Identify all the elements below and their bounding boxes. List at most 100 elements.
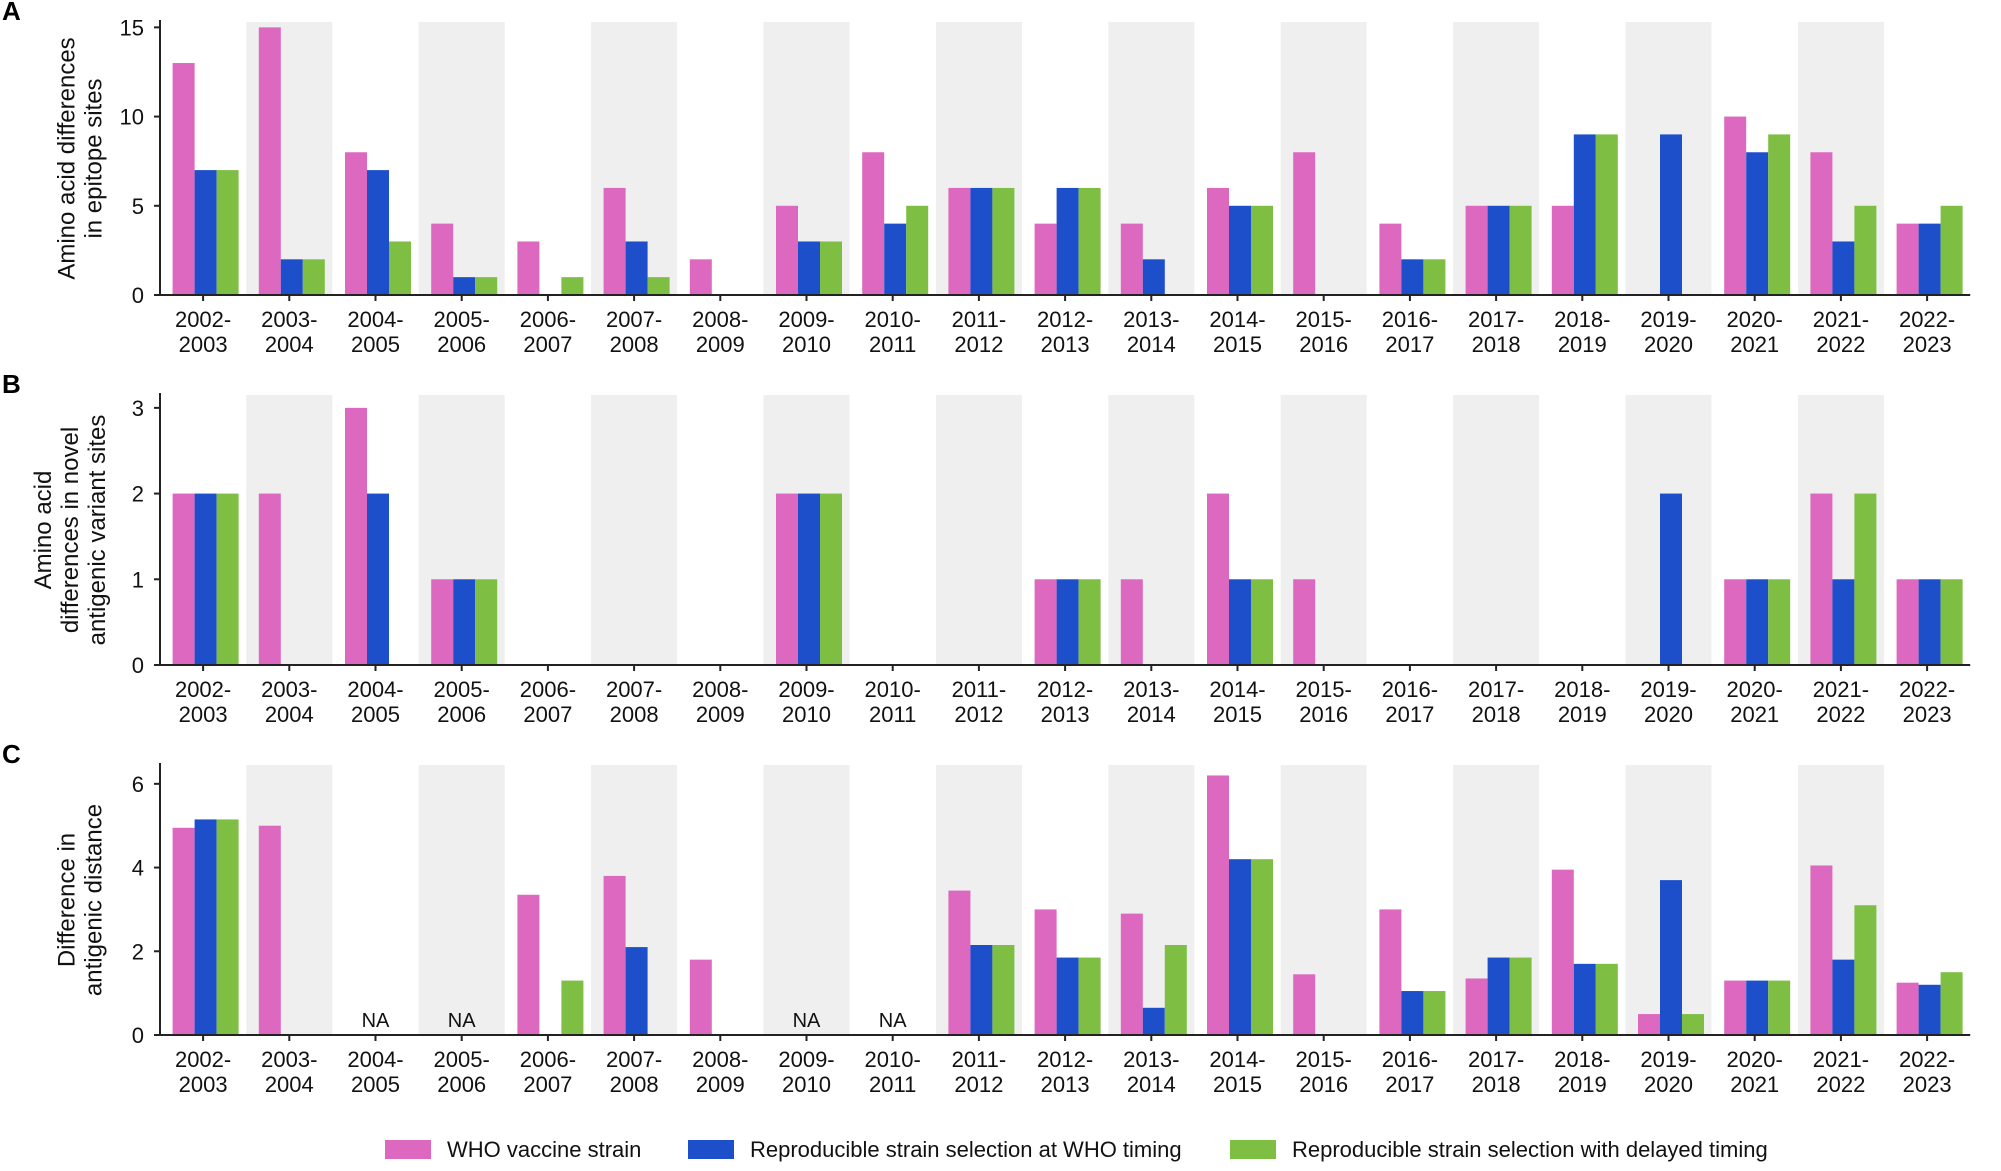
bar-who bbox=[1551, 205, 1574, 295]
bar-timing bbox=[1746, 980, 1769, 1035]
y-tick-label: 4 bbox=[132, 856, 144, 881]
bar-who bbox=[345, 407, 367, 665]
x-tick-label: 2009 bbox=[696, 332, 745, 357]
y-tick-label: 3 bbox=[132, 396, 144, 421]
bar-who bbox=[1638, 1014, 1660, 1035]
x-tick-label: 2018 bbox=[1472, 332, 1521, 357]
bar-who bbox=[172, 827, 195, 1035]
x-tick-label: 2013- bbox=[1123, 307, 1179, 332]
bar-timing bbox=[1229, 205, 1251, 295]
y-tick-label: 2 bbox=[132, 482, 144, 507]
bar-delayed bbox=[561, 277, 584, 295]
x-tick-label: 2010- bbox=[865, 1047, 921, 1072]
x-tick-label: 2008 bbox=[610, 1072, 659, 1097]
bar-delayed bbox=[216, 493, 239, 665]
bar-timing bbox=[625, 241, 648, 295]
x-tick-label: 2020- bbox=[1727, 1047, 1783, 1072]
bar-delayed bbox=[216, 170, 239, 295]
y-axis-label: Amino acid differences in novel antigenic … bbox=[30, 415, 111, 646]
bar-who bbox=[948, 187, 971, 295]
na-label: NA bbox=[879, 1010, 907, 1032]
bar-timing bbox=[884, 223, 907, 295]
x-tick-label: 2016- bbox=[1382, 677, 1438, 702]
bar-who bbox=[776, 205, 798, 295]
bar-delayed bbox=[1509, 205, 1532, 295]
bar-timing bbox=[1142, 1007, 1165, 1035]
x-tick-label: 2008 bbox=[610, 702, 659, 727]
bar-who bbox=[776, 493, 798, 665]
x-tick-label: 2022- bbox=[1899, 677, 1955, 702]
bar-who bbox=[1120, 579, 1143, 665]
bar-who bbox=[431, 223, 454, 295]
bar-delayed bbox=[1509, 957, 1532, 1035]
bar-timing bbox=[1487, 205, 1510, 295]
x-tick-label: 2004 bbox=[265, 1072, 314, 1097]
bar-delayed bbox=[906, 205, 929, 295]
bar-delayed bbox=[1940, 579, 1963, 665]
x-tick-label: 2010 bbox=[782, 332, 831, 357]
x-tick-label: 2011 bbox=[869, 332, 916, 357]
bar-who bbox=[689, 259, 712, 295]
x-tick-label: 2022- bbox=[1899, 307, 1955, 332]
bar-timing bbox=[970, 945, 993, 1035]
panel-letter: C bbox=[2, 739, 21, 769]
x-tick-label: 2012- bbox=[1037, 1047, 1093, 1072]
bar-who bbox=[1896, 579, 1919, 665]
x-tick-label: 2015- bbox=[1296, 307, 1352, 332]
x-tick-label: 2021- bbox=[1813, 677, 1869, 702]
x-tick-label: 2020 bbox=[1644, 702, 1693, 727]
x-tick-label: 2020 bbox=[1644, 332, 1693, 357]
bar-who bbox=[603, 187, 626, 295]
x-tick-label: 2016 bbox=[1299, 332, 1348, 357]
bar-timing bbox=[1142, 259, 1165, 295]
x-tick-label: 2015 bbox=[1213, 1072, 1262, 1097]
bar-timing bbox=[1056, 187, 1079, 295]
bar-timing bbox=[1832, 579, 1855, 665]
bar-delayed bbox=[820, 493, 842, 665]
x-tick-label: 2021- bbox=[1813, 1047, 1869, 1072]
bar-timing bbox=[1573, 134, 1596, 295]
x-tick-label: 2008- bbox=[692, 677, 748, 702]
x-tick-label: 2017- bbox=[1468, 677, 1524, 702]
bar-timing bbox=[453, 579, 476, 665]
y-axis-label-line: antigenic variant sites bbox=[84, 415, 111, 646]
x-tick-label: 2017- bbox=[1468, 1047, 1524, 1072]
season-band bbox=[591, 395, 678, 665]
x-tick-label: 2011- bbox=[952, 677, 1007, 702]
season-band bbox=[418, 765, 505, 1035]
x-tick-label: 2013 bbox=[1041, 332, 1090, 357]
bar-who bbox=[258, 825, 281, 1035]
bar-delayed bbox=[561, 980, 584, 1035]
x-tick-label: 2002- bbox=[175, 677, 231, 702]
bar-timing bbox=[1746, 579, 1769, 665]
x-tick-label: 2003- bbox=[261, 677, 317, 702]
bar-timing bbox=[367, 170, 389, 295]
x-tick-label: 2007 bbox=[523, 332, 572, 357]
bar-who bbox=[1293, 974, 1316, 1035]
y-tick-label: 1 bbox=[132, 567, 144, 592]
x-tick-label: 2021- bbox=[1813, 307, 1869, 332]
bar-timing bbox=[194, 170, 217, 295]
bar-delayed bbox=[1423, 259, 1446, 295]
bar-delayed bbox=[1940, 972, 1963, 1035]
y-tick-label: 15 bbox=[120, 15, 144, 40]
bar-who bbox=[258, 493, 281, 665]
legend-label-who: WHO vaccine strain bbox=[447, 1137, 641, 1162]
bar-who bbox=[517, 241, 540, 295]
bar-who bbox=[1034, 909, 1057, 1035]
bar-who bbox=[603, 875, 626, 1035]
x-tick-label: 2013 bbox=[1041, 702, 1090, 727]
y-tick-label: 10 bbox=[120, 105, 144, 130]
x-tick-label: 2005 bbox=[351, 332, 400, 357]
bar-delayed bbox=[475, 579, 498, 665]
x-tick-label: 2003- bbox=[261, 307, 317, 332]
x-tick-label: 2008- bbox=[692, 307, 748, 332]
x-tick-label: 2009- bbox=[778, 1047, 834, 1072]
bar-who bbox=[1120, 913, 1143, 1035]
x-tick-label: 2005 bbox=[351, 702, 400, 727]
y-tick-label: 0 bbox=[132, 653, 144, 678]
bar-who bbox=[1465, 978, 1488, 1035]
x-tick-label: 2011 bbox=[869, 702, 916, 727]
bar-delayed bbox=[216, 819, 239, 1035]
bar-timing bbox=[1918, 223, 1941, 295]
